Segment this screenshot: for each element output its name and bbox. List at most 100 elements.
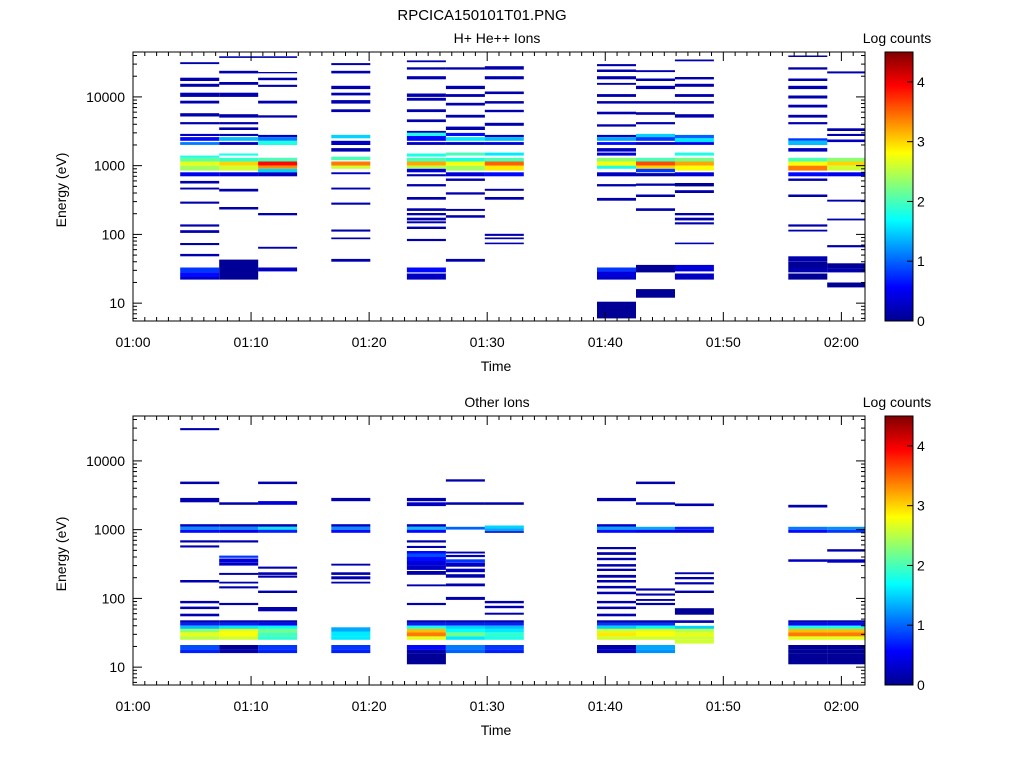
heatmap-cell bbox=[636, 161, 675, 166]
heatmap-cell bbox=[331, 229, 371, 232]
heatmap-cell bbox=[788, 157, 828, 162]
heatmap-cell bbox=[406, 60, 446, 63]
heatmap-cell bbox=[827, 218, 865, 221]
heatmap-cell bbox=[674, 142, 714, 145]
heatmap-cell bbox=[597, 161, 636, 166]
heatmap-cell bbox=[180, 529, 220, 533]
colorbar-tick-label: 4 bbox=[917, 438, 925, 454]
plot-frame bbox=[132, 415, 866, 686]
heatmap-cell bbox=[788, 529, 828, 533]
colorbar-tick-label: 4 bbox=[917, 74, 925, 90]
heatmap-cell bbox=[406, 622, 446, 626]
heatmap-cell bbox=[180, 230, 220, 233]
panel-h-he-ions: H+ He++ Ions Log counts 01:00 01:10 01:20 0… bbox=[53, 30, 931, 374]
heatmap-cell bbox=[219, 628, 259, 633]
x-tick-label: 02:00 bbox=[824, 698, 859, 714]
heatmap-cell bbox=[484, 620, 524, 623]
heatmap-cell bbox=[674, 264, 714, 272]
y-tick-label: 100 bbox=[102, 226, 126, 242]
heatmap-cell bbox=[636, 173, 675, 177]
heatmap-cell bbox=[331, 172, 371, 175]
heatmap-cell bbox=[445, 192, 485, 195]
heatmap-cell bbox=[597, 574, 636, 578]
heatmap-cell bbox=[674, 59, 714, 62]
heatmap-cell bbox=[788, 78, 828, 81]
heatmap-cell bbox=[180, 165, 220, 171]
heatmap-cell bbox=[406, 628, 446, 633]
heatmap-cell bbox=[827, 128, 865, 131]
heatmap-cell bbox=[219, 70, 259, 74]
heatmap-cell bbox=[406, 213, 446, 216]
heatmap-cell bbox=[219, 133, 259, 136]
heatmap-cell bbox=[484, 625, 524, 629]
heatmap-cell bbox=[484, 242, 524, 245]
heatmap-cell bbox=[406, 161, 446, 166]
heatmap-cell bbox=[788, 224, 828, 227]
heatmap-cell bbox=[219, 92, 259, 97]
heatmap-cell bbox=[788, 653, 828, 665]
heatmap-cell bbox=[406, 551, 446, 554]
heatmap-cell bbox=[445, 102, 485, 106]
heatmap-cell bbox=[258, 134, 298, 138]
heatmap-cell bbox=[674, 608, 714, 615]
heatmap-cell bbox=[258, 526, 298, 530]
heatmap-cell bbox=[445, 620, 485, 623]
heatmap-cell bbox=[674, 526, 714, 530]
heatmap-cell bbox=[258, 566, 298, 569]
heatmap-cell bbox=[597, 645, 636, 650]
heatmap-cell bbox=[180, 92, 220, 97]
panel-1-heatmap bbox=[180, 55, 865, 319]
heatmap-cell bbox=[597, 152, 636, 156]
heatmap-cell bbox=[674, 577, 714, 580]
heatmap-cell bbox=[180, 526, 220, 530]
heatmap-cell bbox=[180, 645, 220, 650]
heatmap-cell bbox=[331, 161, 371, 166]
heatmap-cell bbox=[597, 76, 636, 80]
heatmap-cell bbox=[219, 82, 259, 85]
heatmap-cell bbox=[674, 572, 714, 575]
heatmap-cell bbox=[406, 76, 446, 80]
heatmap-cell bbox=[258, 140, 298, 145]
heatmap-cell bbox=[484, 605, 524, 609]
heatmap-cell bbox=[827, 636, 865, 640]
heatmap-cell bbox=[406, 174, 446, 177]
panel-1-axes: 01:00 01:10 01:20 01:30 01:40 01:50 02:00 10 100… bbox=[86, 51, 866, 350]
heatmap-cell bbox=[406, 632, 446, 637]
heatmap-cell bbox=[331, 70, 371, 74]
heatmap-cell bbox=[597, 172, 636, 177]
heatmap-cell bbox=[406, 497, 446, 502]
panel-1-title: H+ He++ Ions bbox=[454, 30, 541, 46]
heatmap-cell bbox=[788, 261, 828, 268]
heatmap-cell bbox=[597, 69, 636, 72]
heatmap-cell bbox=[406, 184, 446, 187]
heatmap-cell bbox=[406, 557, 446, 561]
heatmap-cell bbox=[331, 165, 371, 169]
heatmap-cell bbox=[597, 148, 636, 152]
heatmap-cell bbox=[597, 591, 636, 595]
heatmap-cell bbox=[597, 64, 636, 67]
heatmap-cell bbox=[597, 277, 636, 280]
heatmap-cell bbox=[406, 97, 446, 101]
heatmap-cell bbox=[484, 157, 524, 162]
panel-other-ions: Other Ions Log counts 01:00 01:10 01:20 01:… bbox=[53, 394, 931, 738]
y-tick-label: 1000 bbox=[94, 522, 125, 538]
y-tick-label: 10 bbox=[109, 295, 125, 311]
heatmap-cell bbox=[597, 157, 636, 162]
heatmap-cell bbox=[788, 138, 828, 141]
heatmap-cell bbox=[636, 628, 675, 633]
heatmap-cell bbox=[406, 119, 446, 123]
heatmap-cell bbox=[445, 479, 485, 482]
heatmap-cell bbox=[258, 590, 298, 593]
y-tick-label: 10000 bbox=[86, 453, 125, 469]
colorbar-tick-label: 2 bbox=[917, 557, 925, 573]
heatmap-cell bbox=[219, 581, 259, 584]
heatmap-cell bbox=[219, 572, 259, 575]
heatmap-cell bbox=[331, 631, 371, 637]
heatmap-cell bbox=[597, 580, 636, 583]
heatmap-cell bbox=[258, 137, 298, 141]
heatmap-cell bbox=[674, 620, 714, 623]
heatmap-cell bbox=[788, 67, 828, 70]
x-tick-label: 01:10 bbox=[234, 698, 269, 714]
heatmap-cell bbox=[258, 501, 298, 505]
heatmap-cell bbox=[484, 101, 524, 104]
